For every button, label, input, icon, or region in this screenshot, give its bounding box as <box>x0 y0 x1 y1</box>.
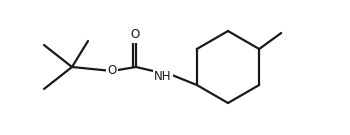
Text: O: O <box>107 65 117 77</box>
Text: O: O <box>130 28 140 41</box>
Text: NH: NH <box>154 70 172 82</box>
